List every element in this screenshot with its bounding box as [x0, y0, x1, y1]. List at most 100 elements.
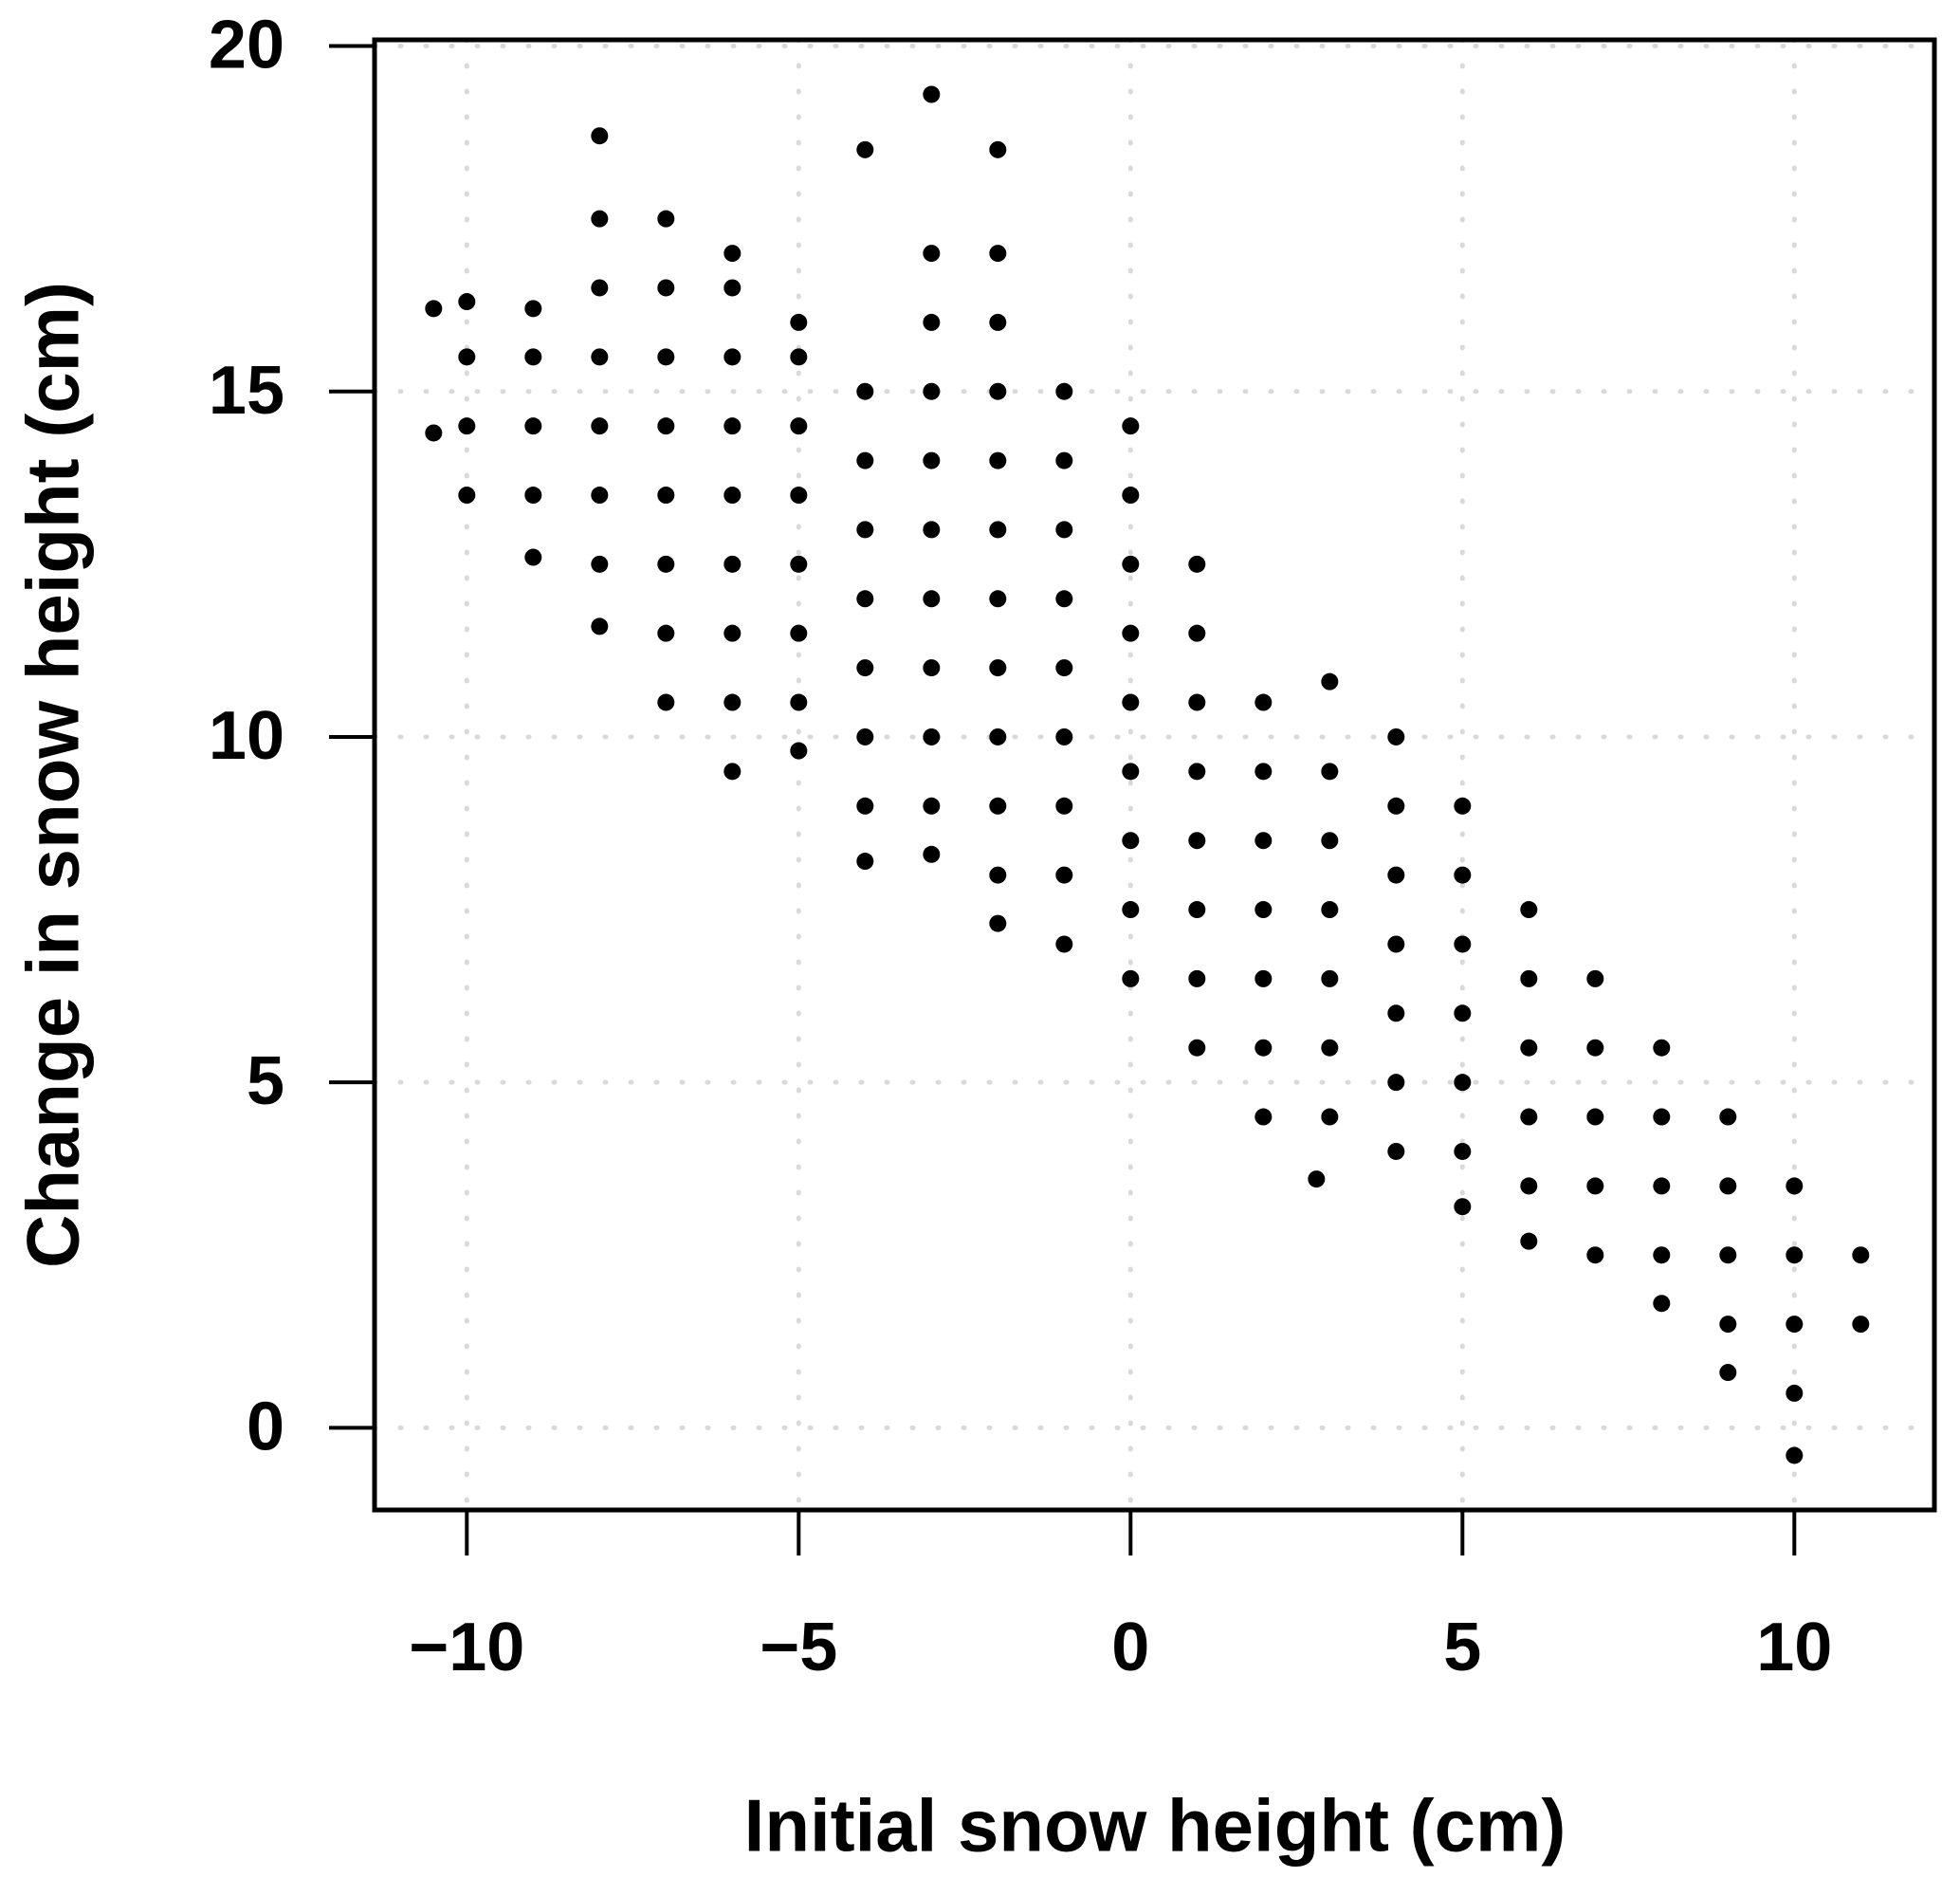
- point: [1255, 693, 1273, 711]
- point: [1653, 1246, 1671, 1264]
- point: [923, 85, 941, 103]
- point: [1454, 935, 1472, 953]
- point: [1255, 1039, 1273, 1057]
- point: [989, 590, 1007, 608]
- point: [1786, 1246, 1804, 1264]
- point: [524, 300, 542, 318]
- y-tick-label: 10: [209, 698, 284, 774]
- point: [1852, 1246, 1870, 1264]
- point: [1122, 832, 1140, 850]
- point: [1786, 1446, 1804, 1464]
- x-tick-label: 10: [1756, 1610, 1832, 1685]
- x-tick-label: 5: [1443, 1610, 1481, 1685]
- point: [1188, 763, 1206, 781]
- point: [657, 693, 675, 711]
- point: [1055, 659, 1073, 677]
- point: [1122, 555, 1140, 573]
- point: [1188, 693, 1206, 711]
- point: [1719, 1246, 1737, 1264]
- point: [1586, 1039, 1604, 1057]
- point: [1520, 1108, 1538, 1126]
- point: [1055, 521, 1073, 539]
- point: [1255, 1108, 1273, 1126]
- point: [790, 624, 808, 642]
- point: [1786, 1384, 1804, 1402]
- point: [1188, 901, 1206, 919]
- point: [1122, 763, 1140, 781]
- point: [790, 693, 808, 711]
- point: [790, 348, 808, 366]
- point: [458, 487, 476, 505]
- point: [856, 521, 874, 539]
- point: [524, 348, 542, 366]
- point: [1454, 866, 1472, 884]
- point: [724, 348, 742, 366]
- point: [1719, 1364, 1737, 1382]
- point: [724, 624, 742, 642]
- point: [1653, 1039, 1671, 1057]
- point: [856, 382, 874, 400]
- point: [1586, 1246, 1604, 1264]
- point: [1387, 1074, 1405, 1092]
- point: [1520, 1177, 1538, 1195]
- point: [923, 521, 941, 539]
- point: [724, 417, 742, 435]
- point: [1055, 935, 1073, 953]
- point: [989, 245, 1007, 263]
- point: [1719, 1316, 1737, 1334]
- point: [724, 555, 742, 573]
- point: [1055, 727, 1073, 746]
- point: [657, 417, 675, 435]
- point: [989, 451, 1007, 469]
- point: [724, 487, 742, 505]
- point: [1852, 1316, 1870, 1334]
- point: [1308, 1170, 1326, 1188]
- x-tick-label: −5: [760, 1610, 837, 1685]
- point: [1122, 693, 1140, 711]
- point: [856, 853, 874, 871]
- point: [724, 279, 742, 297]
- point: [989, 140, 1007, 158]
- point: [923, 590, 941, 608]
- point: [1719, 1177, 1737, 1195]
- point: [923, 382, 941, 400]
- point: [1321, 901, 1339, 919]
- point: [524, 487, 542, 505]
- point: [989, 659, 1007, 677]
- point: [1188, 555, 1206, 573]
- point: [1255, 969, 1273, 987]
- point: [425, 424, 443, 442]
- point: [591, 417, 609, 435]
- point: [1055, 590, 1073, 608]
- point: [923, 659, 941, 677]
- point: [989, 313, 1007, 331]
- point: [724, 693, 742, 711]
- point: [856, 797, 874, 815]
- point: [856, 451, 874, 469]
- point: [458, 293, 476, 311]
- y-tick-label: 5: [247, 1043, 284, 1119]
- point: [790, 313, 808, 331]
- point: [1520, 901, 1538, 919]
- point: [923, 313, 941, 331]
- point: [923, 797, 941, 815]
- point: [1653, 1295, 1671, 1313]
- point: [1387, 1004, 1405, 1022]
- point: [1055, 797, 1073, 815]
- point: [1321, 1039, 1339, 1057]
- y-tick-label: 0: [247, 1389, 284, 1464]
- point: [1188, 624, 1206, 642]
- point: [1653, 1108, 1671, 1126]
- point: [425, 300, 443, 318]
- point: [1321, 672, 1339, 690]
- point: [1719, 1108, 1737, 1126]
- point: [1321, 832, 1339, 850]
- y-tick-label: 15: [209, 353, 284, 429]
- point: [1122, 624, 1140, 642]
- point: [591, 348, 609, 366]
- point: [1188, 969, 1206, 987]
- x-axis-title: Initial snow height (cm): [744, 1784, 1566, 1868]
- point: [1387, 935, 1405, 953]
- point: [1586, 969, 1604, 987]
